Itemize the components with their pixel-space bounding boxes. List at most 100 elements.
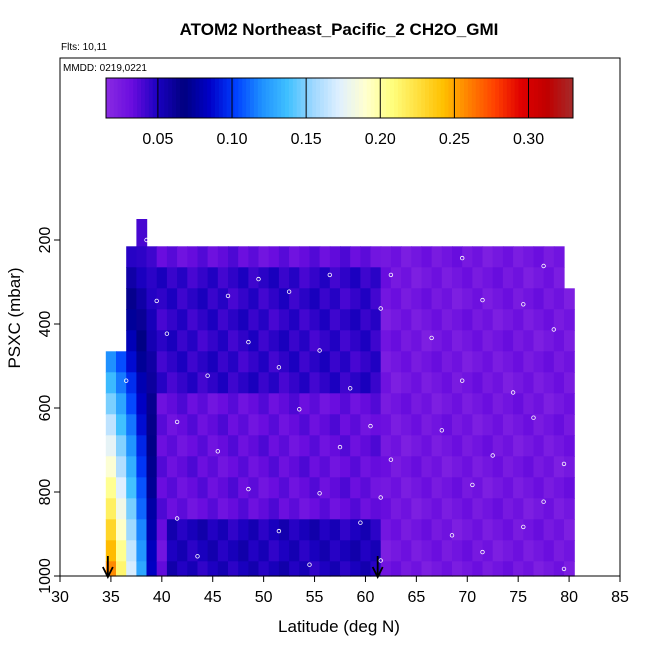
colorbar-segment (397, 78, 403, 118)
colorbar-segment (390, 78, 395, 118)
colorbar-segment (249, 78, 255, 118)
heatmap-cell (553, 540, 565, 562)
heatmap-cell (472, 330, 484, 352)
heatmap-cell (289, 288, 300, 310)
heatmap-cell (340, 393, 351, 415)
heatmap-cell (411, 540, 423, 562)
heatmap-cell (502, 393, 514, 415)
heatmap-cell (340, 246, 351, 268)
colorbar-segment (121, 78, 126, 118)
heatmap-cell (217, 414, 229, 436)
heatmap-cell (360, 246, 372, 268)
heatmap-cell (187, 435, 199, 457)
heatmap-cell (492, 372, 504, 394)
colorbar-segment (421, 78, 426, 118)
colorbar-segment (265, 78, 270, 118)
heatmap-cell (564, 498, 575, 520)
heatmap-cell (299, 372, 311, 394)
y-tick-label: 1000 (37, 558, 54, 594)
heatmap-cell (482, 561, 494, 577)
heatmap-cell (238, 351, 249, 373)
heatmap-cell (197, 372, 209, 394)
heatmap-cell (564, 309, 575, 331)
heatmap-cell (156, 372, 168, 394)
heatmap-cell (482, 435, 494, 457)
sample-point (541, 499, 546, 504)
heatmap-cell (319, 477, 331, 499)
heatmap-cell (350, 519, 361, 541)
heatmap-cell (370, 519, 382, 541)
heatmap-cell (472, 435, 484, 457)
sample-point (164, 331, 170, 336)
heatmap-cell (248, 372, 260, 394)
colorbar-segment (467, 78, 473, 118)
heatmap-cell (126, 561, 137, 577)
colorbar-segment (479, 78, 484, 118)
sample-point (460, 378, 465, 383)
dates-label: MMDD: 0219,0221 (63, 63, 147, 74)
heatmap-cell (502, 288, 514, 310)
heatmap-cell (513, 435, 524, 457)
heatmap-cell (248, 561, 260, 577)
heatmap-cell (431, 561, 443, 577)
heatmap-cell (197, 477, 209, 499)
colorbar-segment (413, 78, 418, 118)
heatmap-cell (553, 477, 565, 499)
colorbar-segment (141, 78, 146, 118)
heatmap-cell (166, 372, 178, 394)
heatmap-cell (523, 414, 535, 436)
heatmap-cell (553, 330, 565, 352)
colorbar-segment (129, 78, 134, 118)
heatmap-cell (431, 309, 443, 331)
heatmap-cell (197, 435, 209, 457)
heatmap-cell (289, 540, 300, 562)
heatmap-cell (166, 246, 178, 268)
heatmap-cell (533, 477, 545, 499)
colorbar-segment (487, 78, 492, 118)
heatmap-cell (360, 540, 372, 562)
heatmap-cell (441, 393, 453, 415)
heatmap-cell (421, 267, 433, 289)
heatmap-cell (319, 519, 331, 541)
heatmap-cell (136, 414, 148, 436)
heatmap-cell (390, 414, 402, 436)
heatmap-cell (543, 456, 555, 478)
colorbar-segment (506, 78, 512, 118)
heatmap-cell (492, 540, 504, 562)
sample-point (490, 453, 495, 458)
heatmap-cell (248, 519, 260, 541)
sample-point (561, 566, 567, 572)
heatmap-cell (502, 477, 514, 499)
colorbar-segment (238, 78, 243, 118)
heatmap-cell (289, 330, 300, 352)
heatmap-cell (513, 561, 524, 577)
heatmap-cell (370, 288, 382, 310)
heatmap-cell (482, 393, 494, 415)
heatmap-cell (136, 267, 148, 289)
heatmap-cell (258, 309, 270, 331)
heatmap-cell (350, 414, 361, 436)
heatmap-cell (187, 498, 199, 520)
heatmap-cell (390, 456, 402, 478)
heatmap-cell (177, 246, 188, 268)
heatmap-cell (553, 435, 565, 457)
plot-frame (59, 57, 621, 577)
heatmap-cell (462, 372, 473, 394)
heatmap-cell (452, 456, 463, 478)
heatmap-cell (533, 393, 545, 415)
heatmap-cell (207, 372, 219, 394)
heatmap-cell (401, 309, 412, 331)
sample-point (439, 428, 444, 433)
heatmap-cell (441, 498, 453, 520)
heatmap-cell (329, 288, 341, 310)
colorbar-segment (214, 78, 220, 118)
heatmap-cell (340, 456, 351, 478)
heatmap-cell (411, 456, 423, 478)
heatmap-cell (309, 309, 321, 331)
colorbar-segment (187, 78, 193, 118)
heatmap-cell (177, 393, 188, 415)
colorbar-segment (191, 78, 197, 118)
heatmap-cell (268, 309, 280, 331)
heatmap-cell (217, 456, 229, 478)
heatmap-cell (217, 267, 229, 289)
